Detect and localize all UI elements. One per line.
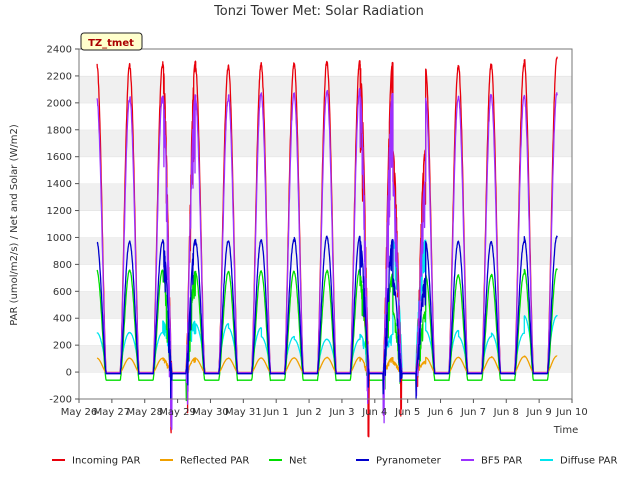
y-axis: -200 0 200 400 600 800 1000 1200 1400 1600 1800 200…	[47, 45, 79, 406]
y-tick-label: 1400	[47, 179, 72, 190]
legend-label: Reflected PAR	[180, 456, 249, 467]
x-tick-label: Jun 8	[493, 407, 519, 418]
x-tick-label: Jun 2	[295, 407, 321, 418]
legend-label: Net	[289, 456, 307, 467]
legend: Incoming PAR Reflected PAR Net Pyranometer B…	[52, 456, 617, 467]
legend-label: Incoming PAR	[72, 456, 141, 467]
series-line-net	[96, 268, 558, 405]
chart-title: Tonzi Tower Met: Solar Radiation	[213, 4, 424, 19]
site-tag-box	[80, 32, 143, 51]
series-layer	[96, 56, 558, 438]
y-tick-label: 1600	[47, 152, 72, 163]
x-tick-label: Jun 4	[361, 407, 387, 418]
legend-label: Pyranometer	[376, 456, 442, 467]
x-tick-label: May 30	[192, 407, 229, 418]
y-tick-label: 800	[53, 260, 72, 271]
y-tick-label: 2200	[47, 71, 72, 82]
y-tick-label: 1000	[47, 233, 72, 244]
y-tick-label: 1200	[47, 206, 72, 217]
grid-band	[79, 210, 572, 238]
x-tick-label: Jun 7	[460, 407, 486, 418]
x-tick-label: May 28	[126, 407, 163, 418]
y-tick-label: 1800	[47, 125, 72, 136]
x-tick-label: Jun 10	[555, 407, 588, 418]
grid-band	[79, 372, 572, 399]
x-tick-label: May 27	[94, 407, 131, 418]
grid-band	[79, 183, 572, 211]
legend-label: Diffuse PAR	[560, 456, 617, 467]
grid-band	[79, 291, 572, 319]
y-tick-label: 600	[53, 287, 72, 298]
x-tick-label: Jun 3	[328, 407, 354, 418]
plot-background	[79, 48, 572, 399]
y-tick-label: 2000	[47, 98, 72, 109]
y-tick-label: 200	[53, 341, 72, 352]
y-tick-label: -200	[49, 395, 72, 406]
legend-label: BF5 PAR	[481, 456, 522, 467]
y-tick-label: 2400	[47, 45, 72, 56]
plot-frame	[78, 48, 573, 400]
x-tick-label: May 26	[61, 407, 98, 418]
site-tag: TZ_tmet	[80, 32, 143, 51]
x-tick-label: Jun 5	[394, 407, 420, 418]
series-line-bf5-par	[96, 87, 558, 430]
x-tick-label: May 31	[225, 407, 262, 418]
x-tick-label: May 29	[159, 407, 196, 418]
y-tick-label: 400	[53, 314, 72, 325]
series-line-pyranometer	[96, 235, 558, 400]
x-tick-label: Jun 9	[526, 407, 552, 418]
y-axis-title: PAR (umol/m2/s) / Net and Solar (W/m2)	[9, 124, 20, 326]
grid-band	[79, 156, 572, 184]
x-tick-label: Jun 6	[427, 407, 453, 418]
y-tick-label: 0	[66, 368, 72, 379]
x-tick-label: Jun 1	[263, 407, 289, 418]
grid-band	[79, 129, 572, 157]
site-tag-text: TZ_tmet	[88, 38, 134, 49]
x-axis-title: Time	[553, 425, 578, 436]
